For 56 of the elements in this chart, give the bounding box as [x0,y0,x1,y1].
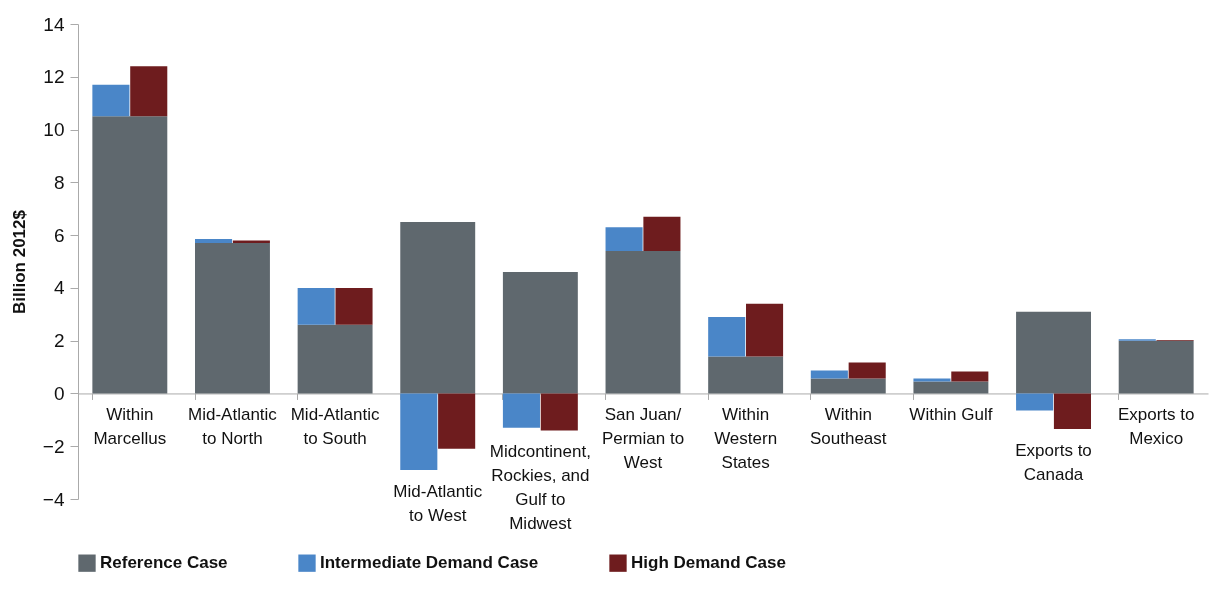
y-axis-title: Billion 2012$ [9,209,29,314]
x-tick-label: San Juan/ Permian to West [601,405,685,473]
x-tick-label: Within Marcellus [93,405,167,449]
y-tick-label: 12 [43,66,65,88]
bar [643,216,681,251]
x-tick-label: Within Western States [714,405,778,473]
bar [130,66,168,117]
y-tick-label: 14 [43,13,65,35]
bar [810,370,848,379]
y-tick-label: −4 [42,488,65,510]
bar [297,324,373,394]
x-tick-label: Exports to Canada [1015,441,1092,485]
bar [951,371,989,382]
legend-label: Intermediate Demand Case [320,553,539,573]
bar [232,240,270,244]
bar [708,316,746,357]
bar [438,393,476,449]
bar [335,287,373,325]
bar [746,303,784,357]
bar [1016,393,1054,411]
y-tick-label: 10 [43,119,65,141]
y-tick-label: 2 [53,330,65,352]
bar [848,362,886,379]
y-tick-label: 8 [53,171,65,193]
bar [708,356,784,394]
x-tick-label: Exports to Mexico [1117,405,1195,449]
bar [92,116,168,394]
bar [502,272,578,394]
bar [1053,393,1091,430]
bar [92,84,130,117]
x-tick-label: Midcontinent, Rockies, and Gulf to Midwest [489,442,591,534]
bar [195,239,233,244]
y-tick-label: 6 [53,224,65,246]
y-tick-label: −2 [42,435,65,457]
legend-label: Reference Case [100,553,228,573]
y-tick-label: 4 [53,277,65,299]
legend-label: High Demand Case [631,553,786,573]
y-tick-label: 0 [53,382,65,404]
x-tick-label: Within Southeast [809,405,887,449]
x-tick-label: Mid-Atlantic to North [188,405,278,449]
bar [400,393,438,470]
bar [605,227,643,251]
bar [400,221,476,394]
x-tick-label: Mid-Atlantic to West [393,481,483,525]
bar [913,381,989,394]
bar [297,287,335,325]
bar [540,393,578,431]
x-tick-label: Within Gulf [909,405,993,425]
bar [810,378,886,394]
bar [1016,311,1091,394]
bar [913,378,951,382]
bar [605,250,681,394]
bar [502,393,540,428]
bar [1118,340,1194,394]
bar [195,243,270,394]
x-tick-label: Mid-Atlantic to South [290,405,380,449]
